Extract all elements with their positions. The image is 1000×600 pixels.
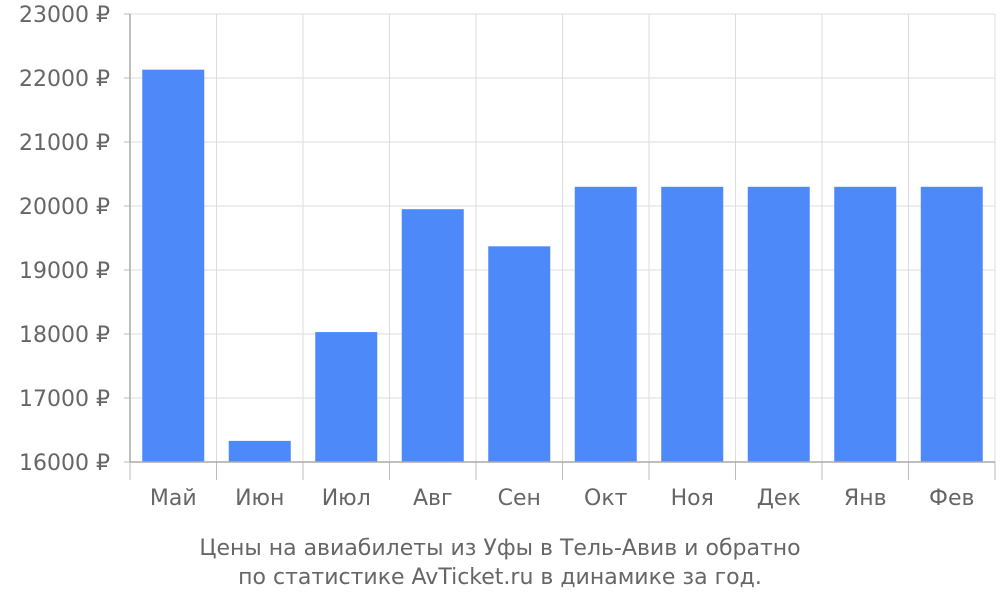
x-tick-label: Окт <box>584 486 628 511</box>
y-tick-label: 23000 ₽ <box>19 3 110 28</box>
bar-7 <box>661 186 724 463</box>
chart-caption-line-1: Цены на авиабилеты из Уфы в Тель-Авив и … <box>199 536 800 561</box>
y-tick-label: 20000 ₽ <box>19 195 110 220</box>
y-tick-label: 19000 ₽ <box>19 259 110 284</box>
bar-6 <box>574 186 637 463</box>
bar-1 <box>142 69 205 463</box>
y-tick-label: 21000 ₽ <box>19 131 110 156</box>
y-tick-label: 18000 ₽ <box>19 323 110 348</box>
bar-4 <box>401 209 464 462</box>
bar-9 <box>834 186 897 463</box>
x-tick-label: Июн <box>235 486 284 511</box>
x-tick-label: Май <box>150 486 197 511</box>
bar-10 <box>920 186 983 463</box>
y-tick-label: 17000 ₽ <box>19 387 110 412</box>
x-tick-label: Авг <box>413 486 453 511</box>
bars <box>142 69 983 463</box>
bar-2 <box>228 440 291 462</box>
bar-3 <box>315 332 378 462</box>
x-tick-label: Янв <box>844 486 887 511</box>
x-tick-label: Июл <box>322 486 371 511</box>
x-tick-labels: Май Июн Июл Авг Сен Окт Ноя Дек Янв Фев <box>150 486 975 511</box>
y-tick-label: 22000 ₽ <box>19 67 110 92</box>
y-tick-labels: 16000 ₽ 17000 ₽ 18000 ₽ 19000 ₽ 20000 ₽ 21000… <box>19 3 110 476</box>
x-tick-label: Дек <box>757 486 801 511</box>
gridlines <box>130 13 996 463</box>
x-tick-label: Ноя <box>671 486 714 511</box>
bar-5 <box>488 246 551 462</box>
x-tick-label: Сен <box>498 486 541 511</box>
bar-8 <box>747 186 810 463</box>
y-tick-label: 16000 ₽ <box>19 451 110 476</box>
x-tick-label: Фев <box>929 486 974 511</box>
axes <box>124 13 996 480</box>
chart-caption-line-2: по статистике AvTicket.ru в динамике за … <box>238 565 762 590</box>
